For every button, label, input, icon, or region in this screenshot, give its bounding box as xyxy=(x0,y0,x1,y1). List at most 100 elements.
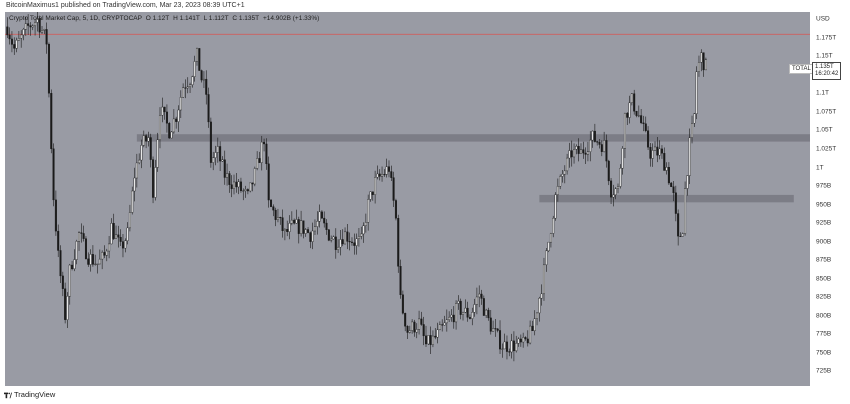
candle-body xyxy=(50,93,53,150)
candle xyxy=(401,290,404,315)
candle xyxy=(360,226,363,240)
candle-body xyxy=(441,324,444,326)
candle xyxy=(84,236,87,260)
candle xyxy=(54,190,57,236)
candle xyxy=(457,295,460,310)
candle xyxy=(637,105,640,118)
candle xyxy=(198,48,201,71)
candle-body xyxy=(691,123,694,138)
candle-body xyxy=(404,312,407,327)
candle-body xyxy=(98,258,101,265)
candle xyxy=(341,229,344,247)
candle xyxy=(445,309,448,332)
candle xyxy=(94,254,97,266)
candle xyxy=(230,175,233,198)
candle xyxy=(695,66,698,120)
candle xyxy=(110,218,113,245)
candle xyxy=(103,245,106,259)
candle-body xyxy=(191,76,194,86)
candle-body xyxy=(195,48,198,62)
candle xyxy=(702,52,705,77)
candle xyxy=(47,42,50,98)
candle xyxy=(209,117,212,168)
candle xyxy=(124,238,127,253)
candle-body xyxy=(22,29,25,36)
candle-body xyxy=(158,114,161,140)
candle xyxy=(295,209,298,224)
candle xyxy=(691,115,694,144)
candle xyxy=(482,295,485,316)
candle-body xyxy=(390,171,393,178)
candle-body xyxy=(695,71,698,114)
candle-body xyxy=(304,229,307,234)
candle xyxy=(170,131,173,139)
candle-body xyxy=(508,351,511,353)
candle xyxy=(677,209,680,246)
chart-plot-area[interactable]: Crypto Total Market Cap, 5, 1D, CRYPTOCA… xyxy=(5,12,810,386)
candle-body xyxy=(283,229,286,231)
candle-body xyxy=(115,234,118,239)
candle xyxy=(221,156,224,162)
candle xyxy=(121,234,124,258)
candle-body xyxy=(501,348,504,350)
candle xyxy=(244,185,247,198)
candle xyxy=(323,211,326,228)
candle-body xyxy=(276,217,279,220)
candle xyxy=(623,112,626,159)
candle xyxy=(436,322,439,344)
candle xyxy=(339,230,342,256)
candle xyxy=(325,219,328,235)
candle-body xyxy=(66,295,69,320)
candle-body xyxy=(198,48,201,71)
candle xyxy=(552,215,555,238)
tradingview-brand[interactable]: TradingView xyxy=(14,390,56,399)
candle-body xyxy=(82,233,85,239)
candle-body xyxy=(108,243,111,252)
candle xyxy=(660,145,663,159)
candle xyxy=(376,165,379,180)
candle xyxy=(154,159,157,201)
candle xyxy=(50,89,53,154)
candle-body xyxy=(406,326,409,333)
support-zone-2 xyxy=(539,194,794,203)
candle xyxy=(512,331,515,362)
candle xyxy=(318,204,321,228)
candle-body xyxy=(378,173,381,177)
candle xyxy=(526,330,529,347)
candle xyxy=(478,285,481,308)
candle-body xyxy=(672,186,675,193)
current-price-tag: 1.135T 16:20:42 xyxy=(812,62,842,80)
candle-body xyxy=(540,293,543,299)
candle xyxy=(145,133,148,149)
candle-body xyxy=(154,167,157,198)
candle xyxy=(418,310,421,335)
legend-high: H 1.141T xyxy=(173,15,200,22)
candle-body xyxy=(189,84,192,87)
candle xyxy=(427,334,430,346)
candle xyxy=(549,232,552,248)
candle-body xyxy=(94,263,97,265)
candle-body xyxy=(216,146,219,153)
candle xyxy=(621,146,624,175)
candle-body xyxy=(140,145,143,161)
candle xyxy=(603,131,606,153)
candle xyxy=(642,115,645,132)
candle xyxy=(529,320,532,345)
candle-body xyxy=(566,157,569,172)
candle-body xyxy=(364,222,367,226)
candle xyxy=(573,143,576,164)
candle-body xyxy=(64,288,67,320)
candle xyxy=(186,77,189,94)
candle xyxy=(91,245,94,267)
candle xyxy=(96,263,99,274)
candle-body xyxy=(434,335,437,338)
candle xyxy=(697,55,700,77)
candle xyxy=(374,170,377,204)
candle-body xyxy=(686,175,689,189)
legend-open: O 1.12T xyxy=(145,15,170,22)
candle-body xyxy=(552,217,555,234)
candle xyxy=(554,192,557,221)
candle-body xyxy=(330,238,333,241)
candle-body xyxy=(235,181,238,188)
candle-body xyxy=(101,252,104,260)
